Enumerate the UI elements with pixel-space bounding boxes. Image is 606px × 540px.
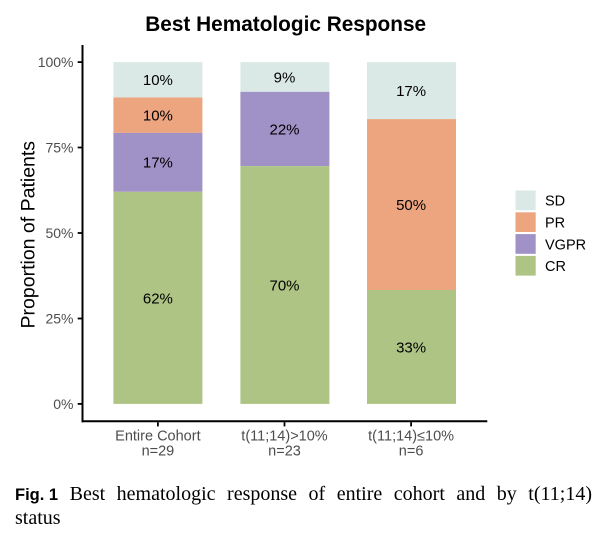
svg-text:Best Hematologic Response: Best Hematologic Response <box>145 13 426 36</box>
svg-text:100%: 100% <box>38 54 74 70</box>
svg-text:Proportion of Patients: Proportion of Patients <box>17 141 39 329</box>
svg-text:17%: 17% <box>396 83 426 100</box>
svg-text:33%: 33% <box>396 339 426 356</box>
svg-text:t(11;14)>10%: t(11;14)>10% <box>241 428 327 444</box>
svg-text:SD: SD <box>545 194 565 210</box>
svg-text:10%: 10% <box>143 72 173 89</box>
svg-text:n=29: n=29 <box>142 444 175 460</box>
svg-text:25%: 25% <box>45 311 73 327</box>
svg-text:62%: 62% <box>143 290 173 307</box>
svg-text:22%: 22% <box>269 121 299 138</box>
svg-text:17%: 17% <box>143 155 173 172</box>
svg-text:50%: 50% <box>45 225 73 241</box>
svg-text:50%: 50% <box>396 197 426 214</box>
svg-text:Entire Cohort: Entire Cohort <box>115 428 200 444</box>
svg-text:n=6: n=6 <box>399 444 424 460</box>
svg-text:75%: 75% <box>45 140 73 156</box>
svg-text:9%: 9% <box>274 69 296 86</box>
svg-text:0%: 0% <box>53 396 73 412</box>
svg-text:70%: 70% <box>269 277 299 294</box>
svg-text:VGPR: VGPR <box>545 237 586 253</box>
svg-text:n=23: n=23 <box>268 444 301 460</box>
svg-text:CR: CR <box>545 259 566 275</box>
svg-text:t(11;14)≤10%: t(11;14)≤10% <box>368 428 454 444</box>
svg-text:10%: 10% <box>143 108 173 125</box>
svg-text:PR: PR <box>545 216 565 232</box>
